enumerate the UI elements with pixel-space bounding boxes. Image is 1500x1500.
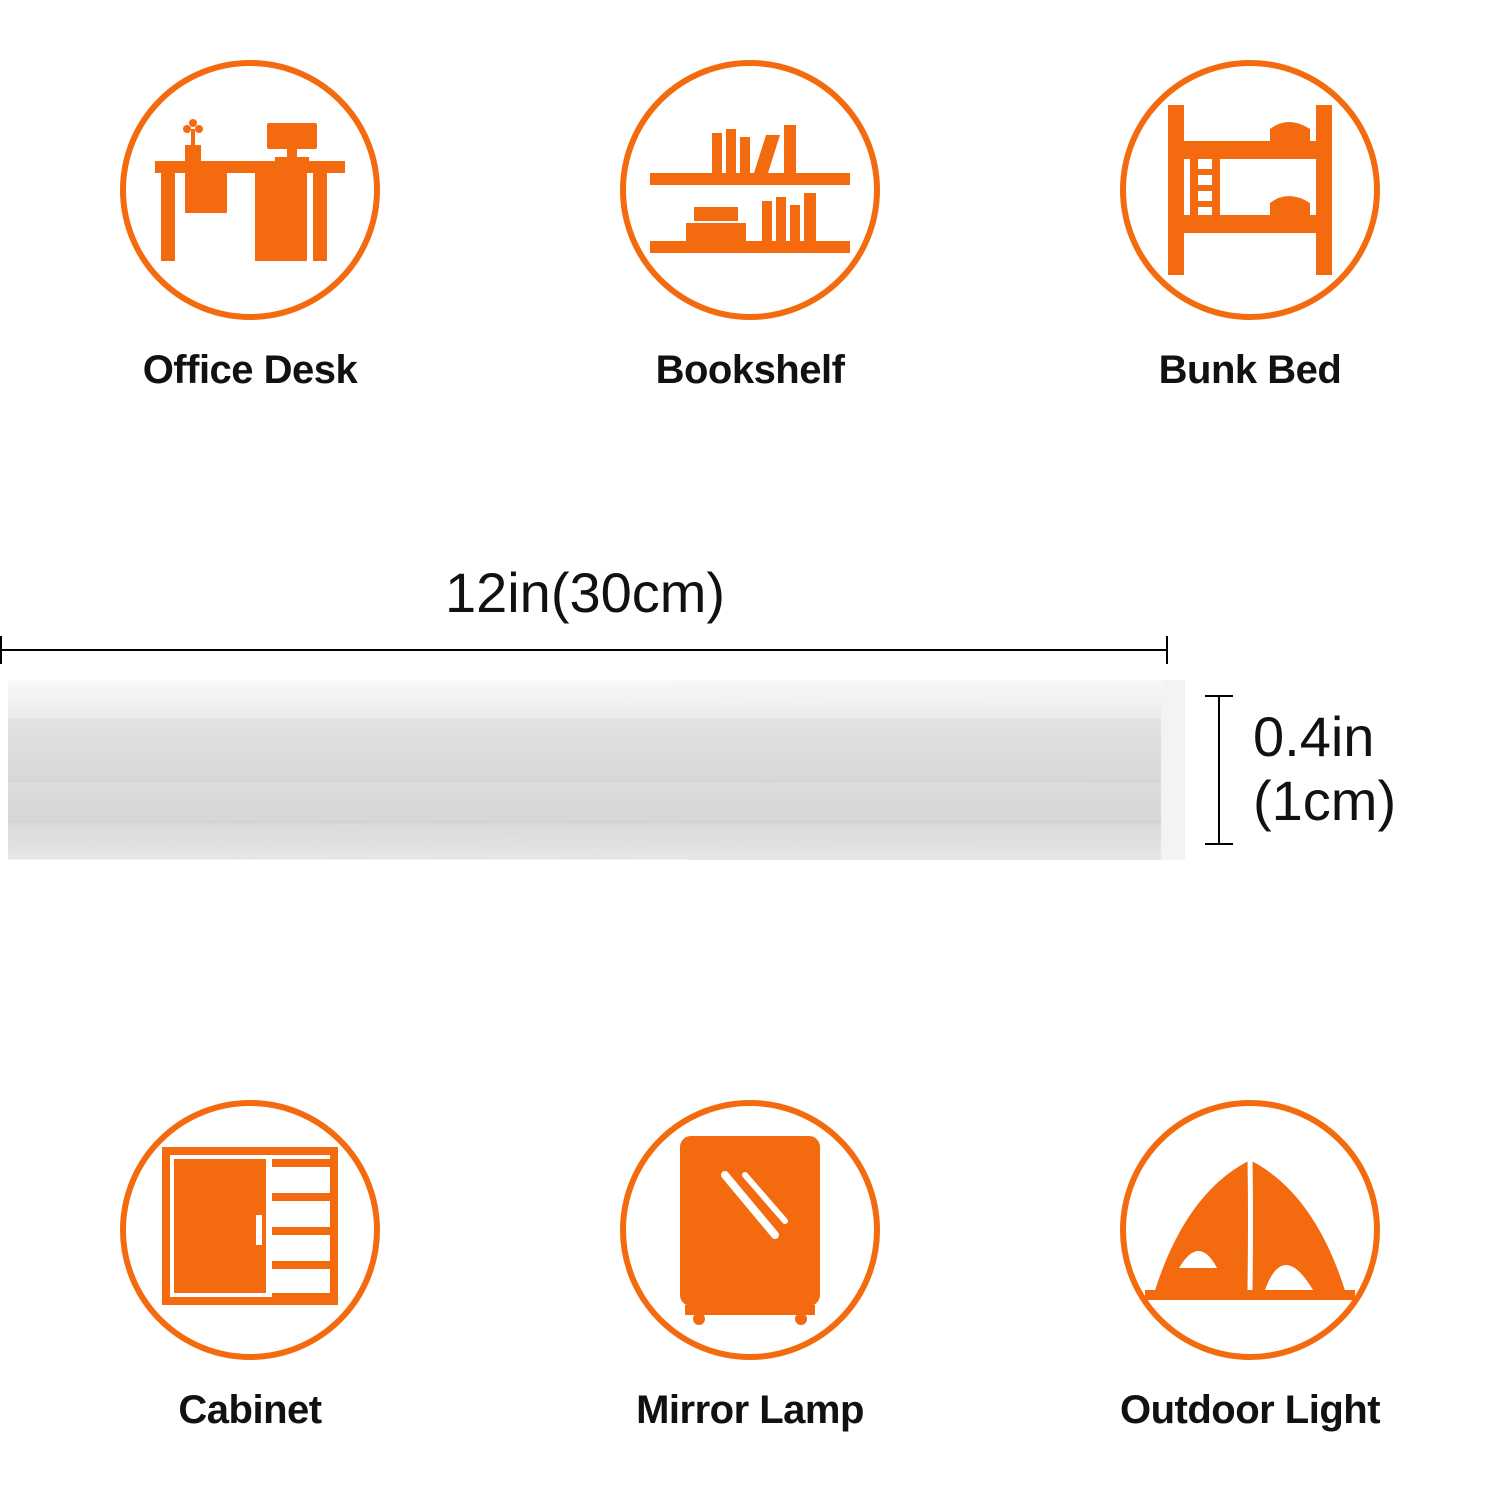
icon-circle	[1120, 1100, 1380, 1360]
icon-circle	[620, 60, 880, 320]
use-case-cabinet: Cabinet	[50, 1100, 450, 1433]
dimension-length-line	[0, 636, 1168, 664]
use-case-bunk-bed: Bunk Bed	[1050, 60, 1450, 393]
use-case-label: Bunk Bed	[1159, 348, 1342, 393]
use-case-label: Outdoor Light	[1120, 1388, 1380, 1433]
desk-icon	[155, 115, 345, 265]
icon-circle	[120, 1100, 380, 1360]
dimension-length: 12in(30cm)	[0, 560, 1170, 625]
bunkbed-icon	[1160, 105, 1340, 275]
icon-circle	[120, 60, 380, 320]
use-case-label: Bookshelf	[656, 348, 845, 393]
icon-circle	[1120, 60, 1380, 320]
dimension-length-label: 12in(30cm)	[445, 561, 725, 624]
use-case-office-desk: Office Desk	[50, 60, 450, 393]
use-case-bookshelf: Bookshelf	[550, 60, 950, 393]
use-case-label: Cabinet	[178, 1388, 321, 1433]
tent-icon	[1145, 1150, 1355, 1310]
product-diagram: 12in(30cm) 0.4in (1cm)	[0, 560, 1500, 980]
cabinet-icon	[160, 1145, 340, 1315]
mirror-icon	[675, 1135, 825, 1325]
dimension-height-label-line1: 0.4in	[1253, 705, 1374, 768]
icon-circle	[620, 1100, 880, 1360]
dimension-height-label: 0.4in (1cm)	[1253, 705, 1396, 834]
use-cases-row-bottom: Cabinet Mirror Lamp	[0, 1100, 1500, 1433]
dimension-height-label-line2: (1cm)	[1253, 769, 1396, 832]
use-cases-row-top: Office Desk	[0, 60, 1500, 393]
bookshelf-icon	[650, 115, 850, 265]
use-case-label: Mirror Lamp	[636, 1388, 864, 1433]
use-case-outdoor-light: Outdoor Light	[1050, 1100, 1450, 1433]
dimension-height-line	[1205, 695, 1233, 845]
use-case-label: Office Desk	[143, 348, 358, 393]
led-bar	[8, 680, 1185, 860]
use-case-mirror-lamp: Mirror Lamp	[550, 1100, 950, 1433]
